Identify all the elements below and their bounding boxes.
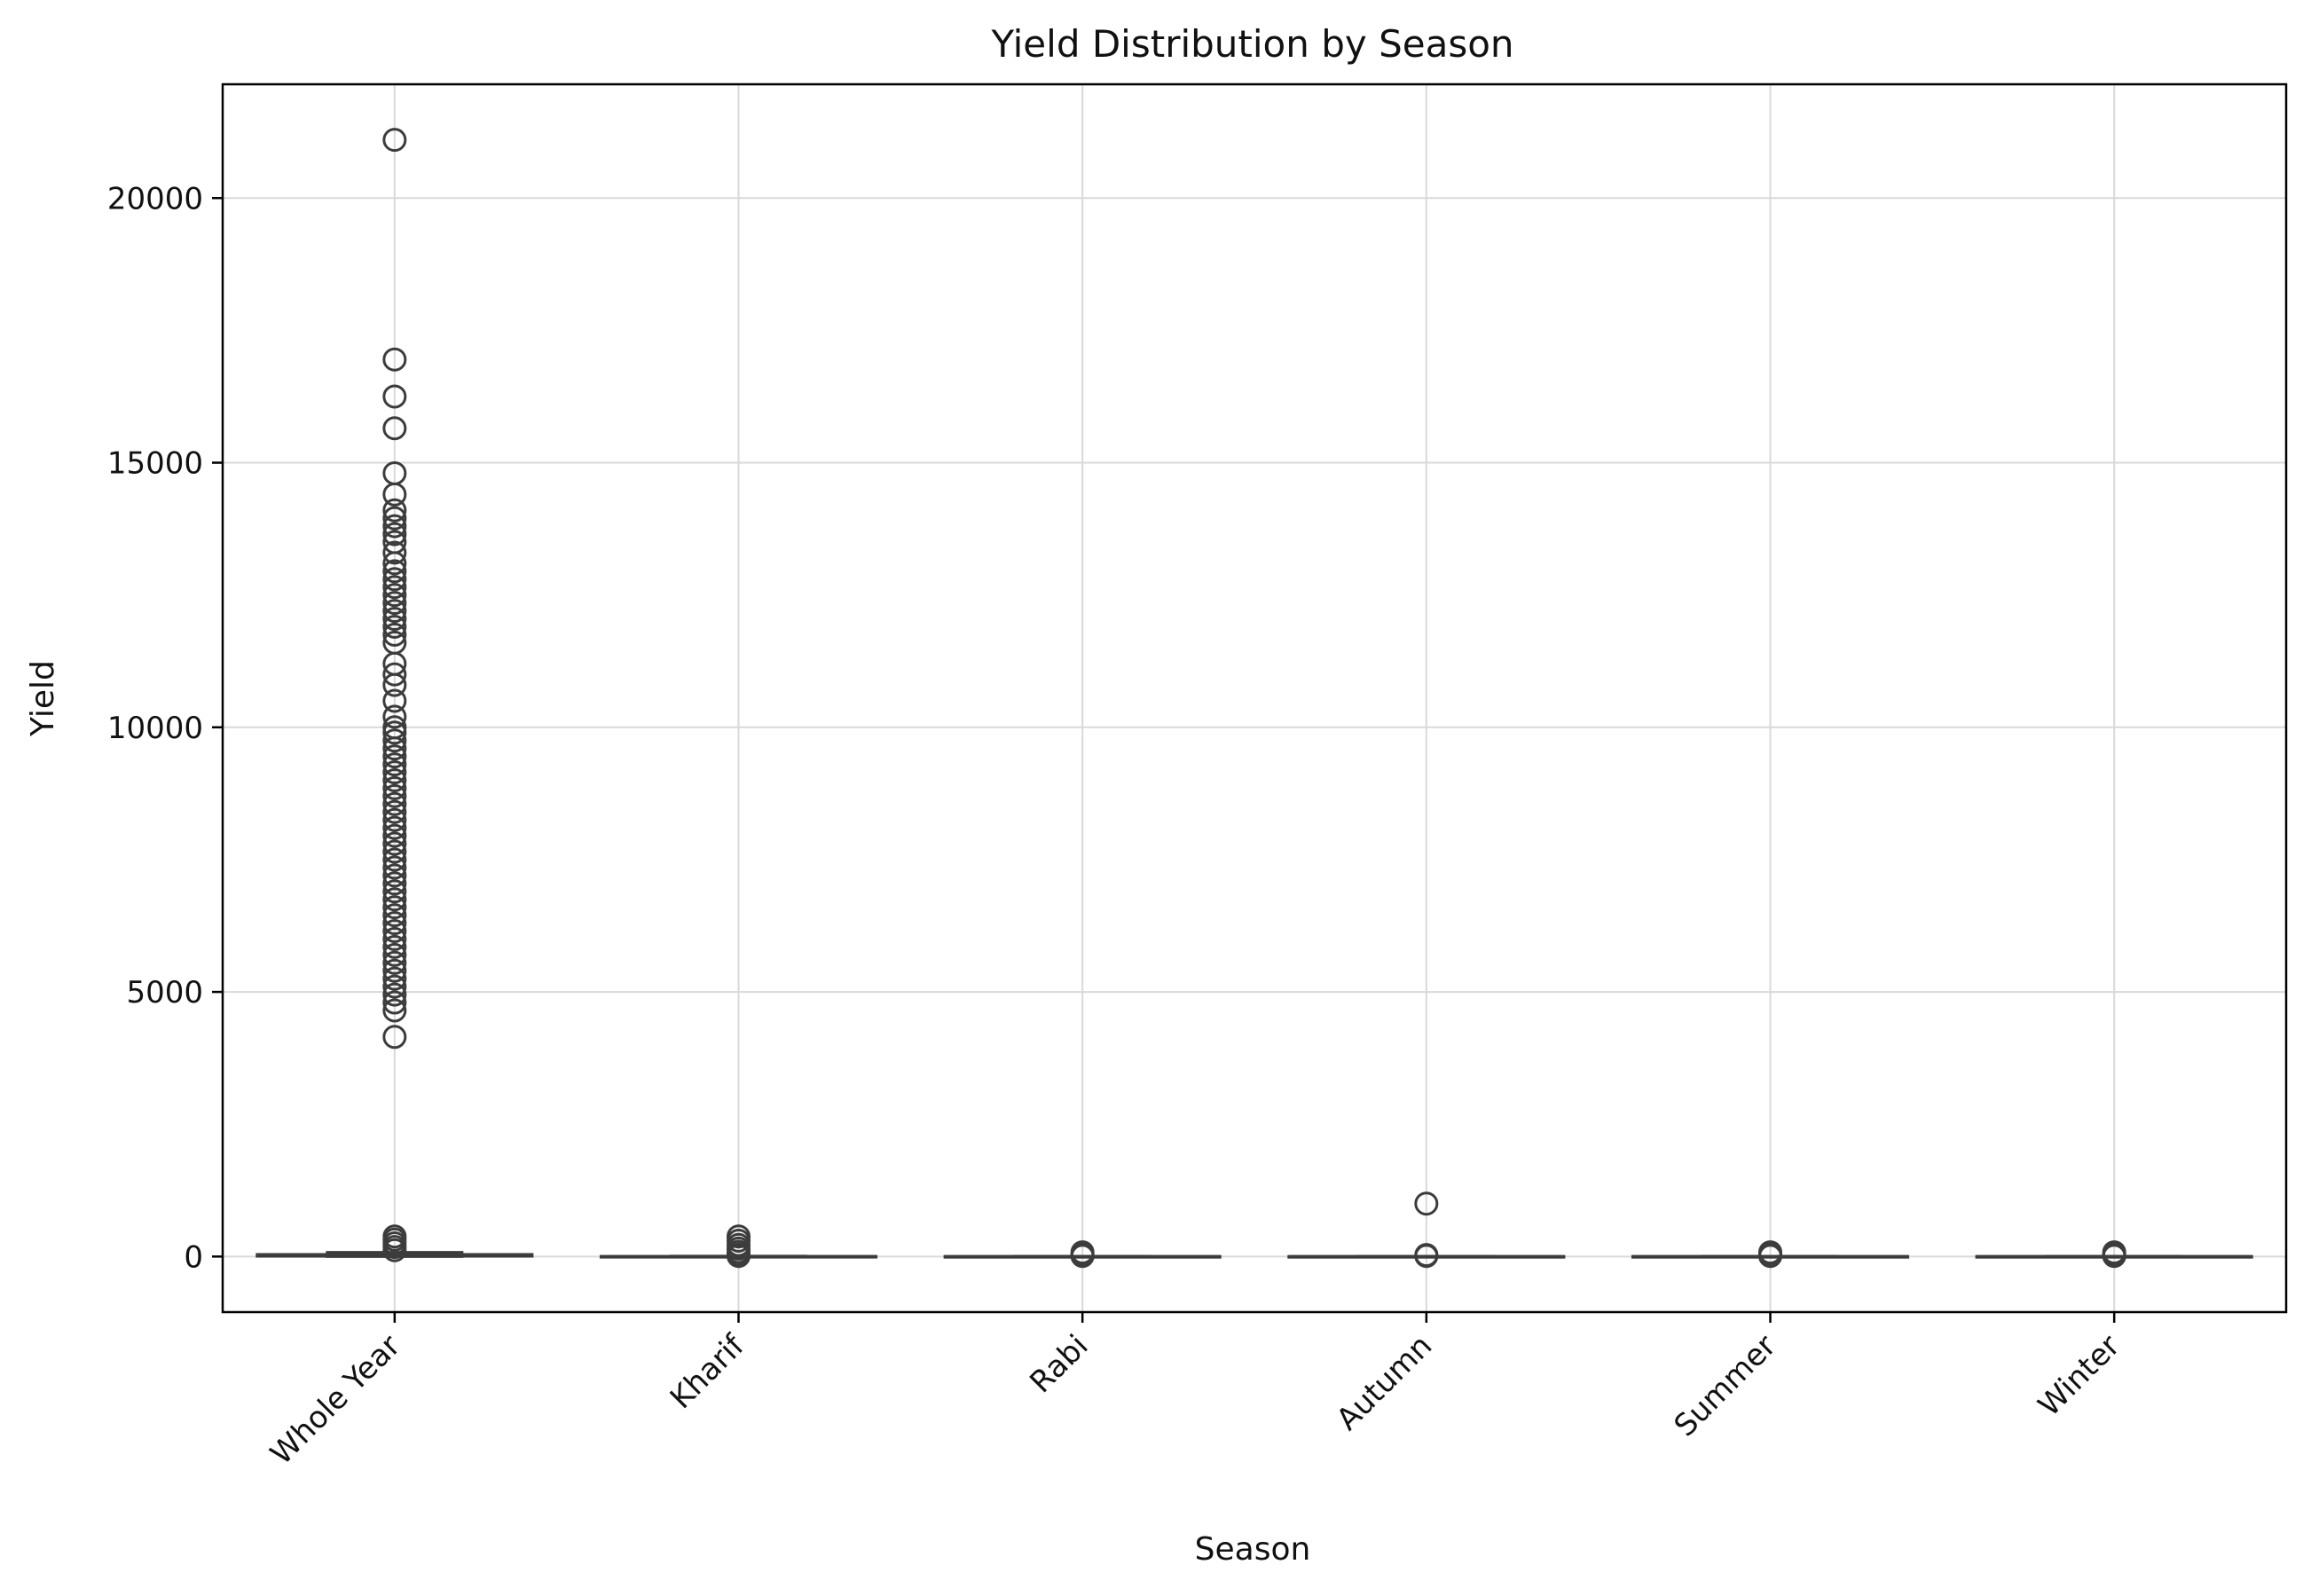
outlier-point xyxy=(382,575,407,600)
y-tick-label: 10000 xyxy=(107,711,203,746)
y-tick-label: 20000 xyxy=(107,181,203,216)
box-series xyxy=(255,128,2253,1269)
outlier-point xyxy=(382,990,407,1015)
plot-frame xyxy=(221,83,2288,1314)
outlier-point xyxy=(382,540,407,565)
outlier-point xyxy=(382,879,407,904)
outlier-point xyxy=(382,871,407,896)
outlier-point xyxy=(382,752,407,777)
outlier-point xyxy=(382,767,407,792)
y-tick-label: 15000 xyxy=(107,446,203,482)
box-whole-year xyxy=(255,128,534,1262)
outlier-point xyxy=(382,614,407,639)
outlier-point xyxy=(382,934,407,959)
x-tick-label: Winter xyxy=(2032,1328,2127,1424)
outlier-point xyxy=(382,591,407,616)
outlier-point xyxy=(2102,1244,2126,1269)
chart-title: Yield Distribution by Season xyxy=(990,22,1513,66)
outlier-point xyxy=(382,522,407,546)
x-tick-label: Kharif xyxy=(664,1327,752,1416)
outlier-point xyxy=(382,559,407,584)
outlier-point xyxy=(382,720,407,745)
outlier-point xyxy=(382,807,407,832)
outlier-point xyxy=(382,863,407,888)
x-tick-label: Rabi xyxy=(1023,1328,1095,1400)
box-winter xyxy=(1975,1240,2253,1269)
grid-lines xyxy=(223,84,2286,1312)
box-kharif xyxy=(599,1224,878,1269)
outlier-point xyxy=(1414,1244,1439,1269)
outlier-point xyxy=(382,567,407,592)
box-rabi xyxy=(943,1240,1222,1269)
x-tick-label: Whole Year xyxy=(263,1328,407,1472)
y-axis-label: Yield xyxy=(25,660,61,737)
outlier-point xyxy=(382,815,407,840)
outlier-point xyxy=(382,783,407,808)
outlier-point xyxy=(382,895,407,920)
outlier-point xyxy=(382,514,407,539)
outlier-point xyxy=(382,903,407,928)
outlier-point xyxy=(382,551,407,576)
x-tick-label: Autumn xyxy=(1330,1328,1439,1437)
outlier-point xyxy=(382,855,407,880)
outlier-point xyxy=(382,839,407,864)
outlier-point xyxy=(382,982,407,1007)
outlier-point xyxy=(382,887,407,912)
outlier-point xyxy=(727,1244,751,1269)
outlier-point xyxy=(382,760,407,785)
outlier-point xyxy=(382,847,407,872)
outlier-point xyxy=(382,688,407,713)
outlier-point xyxy=(382,384,407,409)
outlier-point xyxy=(382,416,407,441)
outlier-point xyxy=(382,1025,407,1050)
y-tick-label: 0 xyxy=(184,1239,203,1275)
outlier-point xyxy=(382,672,407,697)
outlier-point xyxy=(382,728,407,753)
y-tick-label: 5000 xyxy=(126,975,203,1010)
outlier-point xyxy=(382,974,407,999)
outlier-point xyxy=(382,662,407,687)
outlier-point xyxy=(382,958,407,983)
outlier-point xyxy=(382,966,407,991)
outlier-point xyxy=(382,482,407,507)
box-summer xyxy=(1631,1240,1910,1269)
outlier-point xyxy=(382,583,407,608)
outlier-point xyxy=(382,1238,407,1262)
outlier-point xyxy=(382,744,407,769)
outlier-point xyxy=(382,775,407,800)
outlier-point xyxy=(1414,1191,1439,1216)
y-axis: 0 5000 10000 15000 20000 xyxy=(107,181,223,1275)
outlier-point xyxy=(1070,1244,1095,1269)
outlier-point xyxy=(382,950,407,975)
outlier-point xyxy=(1758,1244,1782,1269)
outlier-point xyxy=(382,506,407,531)
outlier-point xyxy=(382,791,407,816)
outlier-point xyxy=(382,998,407,1023)
outlier-point xyxy=(382,607,407,632)
outlier-point xyxy=(382,347,407,372)
outlier-point xyxy=(382,736,407,761)
outlier-point xyxy=(382,498,407,523)
outlier-point xyxy=(382,911,407,936)
box-autumn xyxy=(1287,1191,1566,1269)
x-axis-label: Season xyxy=(1195,1531,1311,1568)
outlier-point xyxy=(382,942,407,967)
outlier-point xyxy=(382,704,407,729)
outlier-point xyxy=(382,622,407,647)
outlier-point xyxy=(382,599,407,624)
outlier-point xyxy=(382,128,407,153)
outlier-point xyxy=(382,823,407,848)
x-tick-label: Summer xyxy=(1668,1328,1783,1443)
outlier-point xyxy=(382,799,407,824)
x-axis: Whole Year Kharif Rabi Autumn Summer Winter xyxy=(263,1312,2127,1472)
outlier-point xyxy=(382,918,407,943)
outlier-point xyxy=(382,926,407,951)
outlier-point xyxy=(382,831,407,856)
